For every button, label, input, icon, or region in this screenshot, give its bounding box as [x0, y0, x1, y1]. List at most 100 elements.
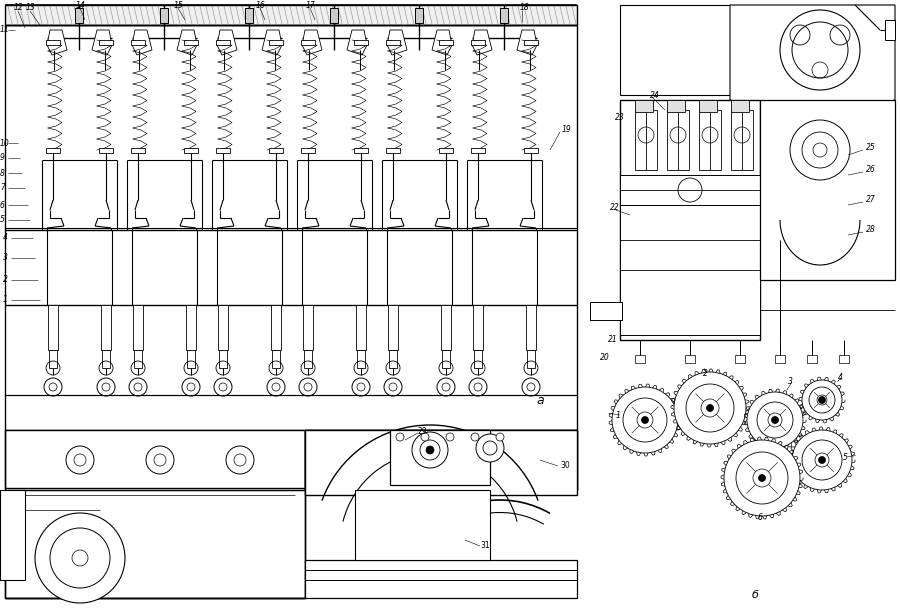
Circle shape: [496, 433, 504, 441]
Bar: [775, 355, 785, 363]
Circle shape: [818, 457, 825, 463]
Bar: [415, 8, 423, 23]
Bar: [620, 5, 890, 95]
Text: 4: 4: [3, 233, 8, 243]
Bar: [134, 350, 142, 368]
Bar: [218, 305, 228, 350]
Bar: [524, 40, 538, 45]
Bar: [731, 100, 749, 112]
Circle shape: [790, 120, 850, 180]
Text: 28: 28: [866, 226, 876, 235]
Circle shape: [437, 378, 455, 396]
Polygon shape: [355, 490, 490, 560]
Circle shape: [771, 416, 778, 424]
Polygon shape: [302, 30, 322, 55]
Bar: [186, 305, 196, 350]
Text: 21: 21: [608, 336, 617, 345]
Text: 3: 3: [788, 378, 792, 387]
Text: 8: 8: [0, 168, 4, 178]
Bar: [5, 5, 577, 25]
Bar: [354, 40, 368, 45]
Bar: [389, 350, 397, 368]
Circle shape: [759, 474, 766, 482]
Bar: [216, 148, 230, 153]
Bar: [735, 355, 745, 363]
Text: 1: 1: [3, 295, 8, 305]
Circle shape: [44, 378, 62, 396]
Text: 10: 10: [0, 139, 10, 148]
Text: 18: 18: [520, 4, 530, 13]
Circle shape: [522, 378, 540, 396]
Bar: [133, 305, 143, 350]
Bar: [388, 305, 398, 350]
Bar: [5, 430, 305, 488]
Text: 29: 29: [417, 427, 427, 437]
Circle shape: [214, 378, 232, 396]
Circle shape: [352, 378, 370, 396]
Polygon shape: [132, 30, 152, 55]
Circle shape: [792, 430, 852, 490]
Text: 5: 5: [842, 452, 848, 461]
Bar: [471, 148, 485, 153]
Text: 5: 5: [0, 215, 4, 224]
Bar: [102, 350, 110, 368]
Bar: [471, 40, 485, 45]
Bar: [49, 350, 57, 368]
Text: 15: 15: [173, 1, 183, 10]
Bar: [839, 355, 849, 363]
Text: 14: 14: [75, 1, 85, 10]
Bar: [699, 110, 721, 170]
Bar: [500, 8, 508, 23]
Polygon shape: [177, 30, 197, 55]
Polygon shape: [472, 30, 492, 55]
Bar: [269, 40, 283, 45]
Circle shape: [267, 378, 285, 396]
Bar: [731, 110, 753, 170]
Text: 23: 23: [615, 114, 625, 122]
Bar: [885, 20, 895, 40]
Bar: [524, 148, 538, 153]
Bar: [304, 350, 312, 368]
Text: 20: 20: [600, 353, 610, 362]
Bar: [48, 305, 58, 350]
Bar: [305, 560, 577, 598]
Bar: [187, 350, 195, 368]
Bar: [635, 355, 645, 363]
Bar: [439, 148, 453, 153]
Circle shape: [471, 433, 479, 441]
Bar: [131, 40, 145, 45]
Text: 3: 3: [3, 254, 8, 263]
Polygon shape: [620, 100, 760, 340]
Bar: [0, 490, 25, 580]
Circle shape: [426, 446, 434, 454]
Bar: [635, 110, 657, 170]
Circle shape: [396, 433, 404, 441]
Circle shape: [780, 10, 860, 90]
Polygon shape: [92, 30, 112, 55]
Polygon shape: [432, 30, 452, 55]
Bar: [620, 175, 760, 205]
Circle shape: [129, 378, 147, 396]
Bar: [216, 40, 230, 45]
Bar: [386, 148, 400, 153]
Bar: [527, 350, 535, 368]
Text: 22: 22: [610, 204, 620, 213]
Bar: [184, 40, 198, 45]
Circle shape: [35, 513, 125, 603]
Text: 27: 27: [866, 196, 876, 204]
Text: 1: 1: [616, 410, 620, 420]
Bar: [685, 355, 695, 363]
Bar: [442, 350, 450, 368]
Bar: [386, 40, 400, 45]
Bar: [354, 148, 368, 153]
Bar: [272, 350, 280, 368]
Text: 12: 12: [14, 4, 22, 13]
Circle shape: [706, 404, 714, 412]
Text: 7: 7: [0, 184, 4, 193]
Polygon shape: [305, 430, 577, 490]
Text: 31: 31: [480, 541, 490, 550]
Bar: [474, 350, 482, 368]
Circle shape: [792, 22, 848, 78]
Text: 16: 16: [255, 1, 265, 10]
Circle shape: [724, 440, 800, 516]
